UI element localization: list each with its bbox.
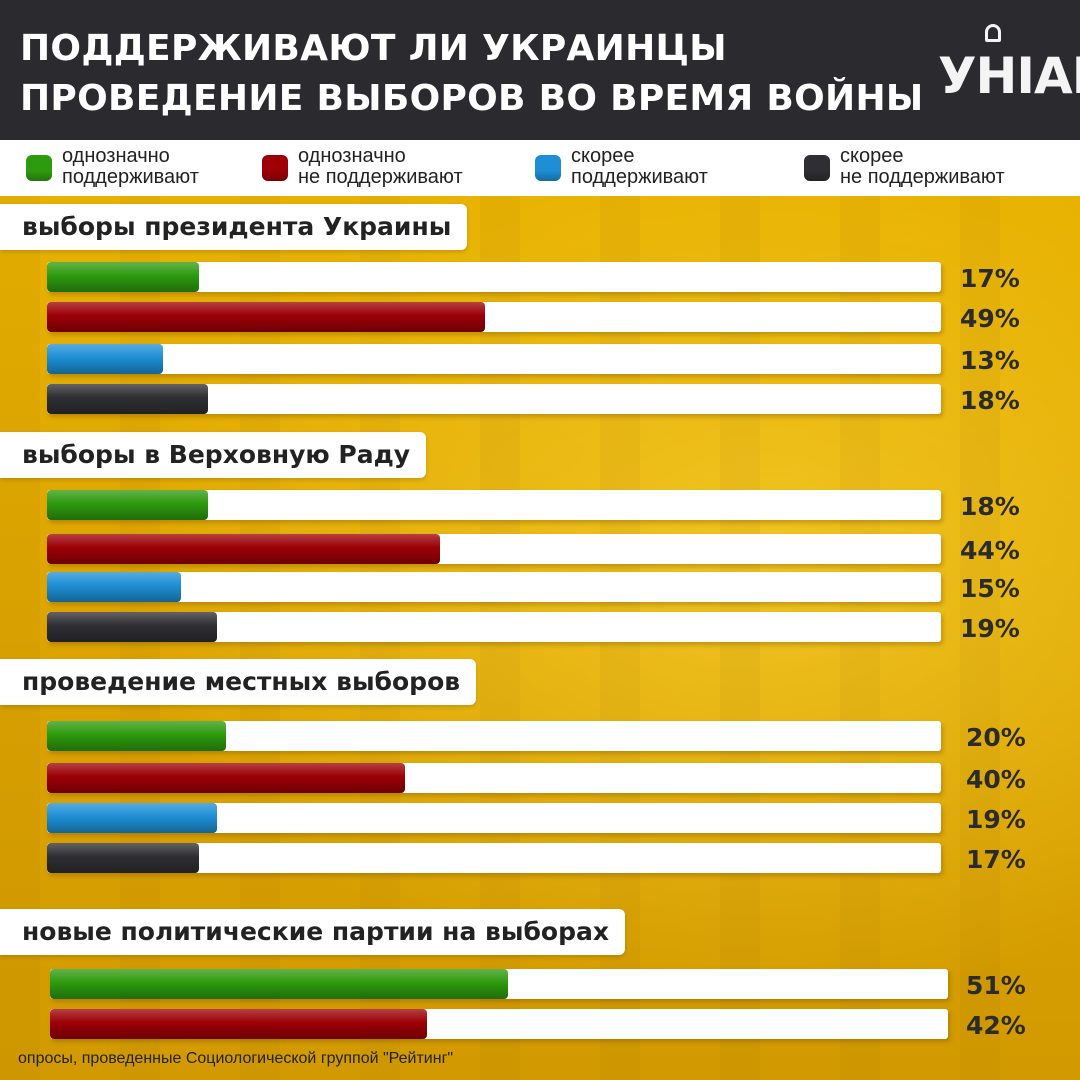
bar-track (47, 262, 941, 292)
bar-track (47, 384, 941, 414)
legend-label: скорее поддерживают (571, 146, 811, 188)
bar-track (47, 572, 941, 602)
bar-value-label: 42% (966, 1011, 1026, 1040)
bar-blue (47, 344, 164, 374)
legend-label-line2: не поддерживают (840, 166, 1005, 188)
legend-label-line2: поддерживают (571, 166, 708, 188)
bar-value-label: 49% (960, 304, 1020, 333)
bar-value-label: 20% (966, 723, 1026, 752)
legend-label-line1: скорее (571, 145, 635, 167)
bar-red (47, 302, 486, 332)
bar-value-label: 19% (960, 614, 1020, 643)
category-label: новые политические партии на выборах (0, 909, 625, 955)
bar-track (47, 490, 941, 520)
category-label: выборы президента Украины (0, 204, 468, 250)
bar-value-label: 17% (960, 264, 1020, 293)
legend-label: однозначно не поддерживают (298, 146, 538, 188)
bar-green (50, 969, 508, 999)
bar-red (50, 1009, 428, 1039)
bar-track (47, 344, 941, 374)
legend-label-line2: поддерживают (62, 166, 199, 188)
bar-value-label: 40% (966, 765, 1026, 794)
bar-value-label: 13% (960, 346, 1020, 375)
legend-swatch-dark (804, 155, 830, 181)
bar-value-label: 18% (960, 492, 1020, 521)
bar-green (47, 262, 199, 292)
legend-swatch-red (262, 155, 288, 181)
legend: однозначно поддерживают однозначно не по… (0, 140, 1080, 196)
bar-red (47, 763, 405, 793)
category-label: выборы в Верховную Раду (0, 432, 427, 478)
bar-red (47, 534, 441, 564)
bar-dark (47, 843, 199, 873)
bar-value-label: 15% (960, 574, 1020, 603)
legend-label-line1: однозначно (62, 145, 170, 167)
bar-value-label: 51% (966, 971, 1026, 1000)
title-line-1: ПОДДЕРЖИВАЮТ ЛИ УКРАИНЦЫ (20, 28, 727, 69)
bar-track (50, 1009, 948, 1039)
legend-label-line2: не поддерживают (298, 166, 463, 188)
title-line-2: ПРОВЕДЕНИЕ ВЫБОРОВ ВО ВРЕМЯ ВОЙНЫ (20, 78, 924, 119)
bar-track (50, 969, 948, 999)
legend-swatch-green (26, 155, 52, 181)
legend-label: однозначно поддерживают (62, 146, 302, 188)
header-bar: ПОДДЕРЖИВАЮТ ЛИ УКРАИНЦЫ ПРОВЕДЕНИЕ ВЫБО… (0, 0, 1080, 140)
bar-blue (47, 572, 182, 602)
unian-logo: УНІАН (938, 47, 1080, 105)
bar-value-label: 18% (960, 386, 1020, 415)
bar-dark (47, 384, 208, 414)
category-label: проведение местных выборов (0, 659, 477, 705)
bar-green (47, 490, 208, 520)
bar-value-label: 19% (966, 805, 1026, 834)
bar-green (47, 721, 226, 751)
legend-label-line1: однозначно (298, 145, 406, 167)
bar-value-label: 17% (966, 845, 1026, 874)
bar-dark (47, 612, 217, 642)
logo-mark-icon (985, 24, 1001, 42)
bar-track (47, 612, 941, 642)
legend-label-line1: скорее (840, 145, 904, 167)
source-note: опросы, проведенные Социологической груп… (18, 1050, 454, 1067)
legend-swatch-blue (535, 155, 561, 181)
bar-track (47, 721, 941, 751)
bar-track (47, 763, 941, 793)
bar-track (47, 302, 941, 332)
legend-label: скорее не поддерживают (840, 146, 1080, 188)
bar-track (47, 843, 941, 873)
bar-value-label: 44% (960, 536, 1020, 565)
bar-blue (47, 803, 217, 833)
bar-track (47, 803, 941, 833)
bar-track (47, 534, 941, 564)
